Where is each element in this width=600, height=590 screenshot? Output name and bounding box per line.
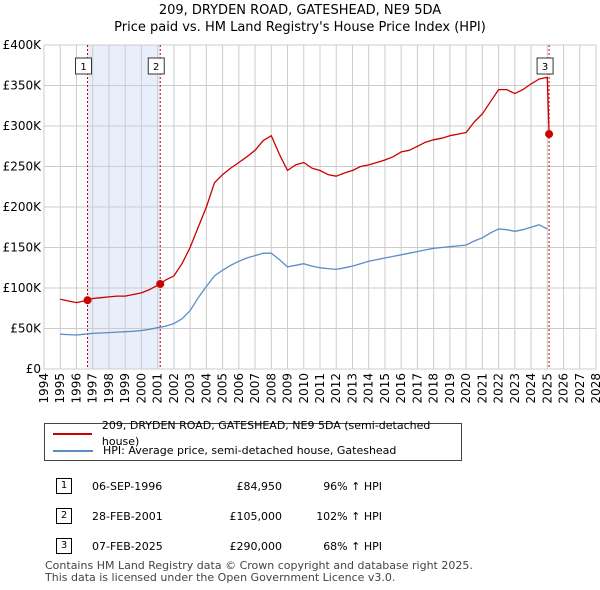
x-tick-label: 2013 xyxy=(345,373,359,404)
sale-price: £290,000 xyxy=(229,539,283,553)
sale-point xyxy=(83,296,92,305)
sale-point xyxy=(156,279,165,288)
footer-line-2: This data is licensed under the Open Gov… xyxy=(45,571,396,584)
sale-date: 28-FEB-2001 xyxy=(92,509,163,523)
x-tick-label: 2025 xyxy=(540,373,554,404)
x-tick-label: 2009 xyxy=(281,373,295,404)
x-tick-label: 2024 xyxy=(524,373,538,404)
y-tick-label: £0 xyxy=(26,362,41,376)
legend: 209, DRYDEN ROAD, GATESHEAD, NE9 5DA (se… xyxy=(44,419,462,461)
x-tick-label: 1996 xyxy=(69,373,83,404)
x-tick-label: 2001 xyxy=(151,373,165,404)
sale-number-box: 3 xyxy=(56,538,72,554)
x-tick-label: 2018 xyxy=(427,373,441,404)
x-tick-label: 2006 xyxy=(232,373,246,404)
x-tick-label: 2010 xyxy=(297,373,311,404)
title-line-2: Price paid vs. HM Land Registry's House … xyxy=(114,20,486,35)
sale-label-box xyxy=(75,57,93,75)
sale-label-box xyxy=(536,57,554,75)
y-tick-label: £50K xyxy=(10,322,42,336)
legend-swatch-property xyxy=(53,433,92,435)
title-line-1: 209, DRYDEN ROAD, GATESHEAD, NE9 5DA xyxy=(158,3,442,18)
x-tick-label: 2023 xyxy=(508,373,522,404)
x-tick-label: 2017 xyxy=(410,373,424,404)
sale-date: 07-FEB-2025 xyxy=(92,539,163,553)
x-tick-label: 2011 xyxy=(313,373,327,404)
x-tick-label: 2026 xyxy=(557,373,571,404)
sale-point xyxy=(545,130,554,139)
chart-title: 209, DRYDEN ROAD, GATESHEAD, NE9 5DA Pri… xyxy=(0,2,600,36)
x-tick-label: 2020 xyxy=(459,373,473,404)
sale-hpi-relation: 68% ↑ HPI xyxy=(323,539,382,553)
legend-item-hpi: HPI: Average price, semi-detached house,… xyxy=(53,443,396,459)
sale-date: 06-SEP-1996 xyxy=(92,479,163,493)
y-tick-label: £100K xyxy=(3,281,43,295)
x-tick-label: 2002 xyxy=(167,373,181,404)
footer-notice: Contains HM Land Registry data © Crown c… xyxy=(45,560,473,584)
sale-label-box xyxy=(147,57,165,75)
x-tick-label: 2014 xyxy=(362,373,376,404)
y-tick-label: £300K xyxy=(3,119,43,133)
sale-label: 1 xyxy=(80,62,86,73)
x-tick-label: 2016 xyxy=(394,373,408,404)
x-tick-label: 2007 xyxy=(248,373,262,404)
series-line-property xyxy=(60,76,551,304)
legend-swatch-hpi xyxy=(53,450,93,452)
y-tick-label: £350K xyxy=(3,79,43,93)
x-tick-label: 1997 xyxy=(86,373,100,404)
legend-label-property: 209, DRYDEN ROAD, GATESHEAD, NE9 5DA (se… xyxy=(101,419,431,448)
y-tick-label: £250K xyxy=(3,160,43,174)
x-tick-label: 1994 xyxy=(37,373,51,404)
y-tick-label: £400K xyxy=(3,38,43,52)
x-tick-label: 2012 xyxy=(329,373,343,404)
x-tick-label: 2019 xyxy=(443,373,457,404)
x-tick-label: 2008 xyxy=(264,373,278,404)
sale-label: 3 xyxy=(542,62,548,73)
sale-number-box: 1 xyxy=(56,478,72,494)
x-tick-label: 1995 xyxy=(53,373,67,404)
x-tick-label: 2004 xyxy=(199,373,213,404)
footer-line-1: Contains HM Land Registry data © Crown c… xyxy=(45,559,473,572)
y-tick-label: £200K xyxy=(3,200,43,214)
price-chart: £0 £50K £100K £150K £200K £250K £300K £350K £400… xyxy=(3,38,600,404)
sale-hpi-relation: 102% ↑ HPI xyxy=(316,509,382,523)
x-tick-label: 2005 xyxy=(216,373,230,404)
x-tick-label: 2028 xyxy=(589,373,600,404)
sale-label: 2 xyxy=(153,62,159,73)
x-tick-label: 2015 xyxy=(378,373,392,404)
sale-price: £84,950 xyxy=(236,479,283,493)
sales-table: 1 06-SEP-1996 £84,950 96% ↑ HPI 2 28-FEB… xyxy=(36,471,382,561)
x-tick-label: 2000 xyxy=(134,373,148,404)
sale-number-box: 2 xyxy=(56,508,72,524)
legend-item-property: 209, DRYDEN ROAD, GATESHEAD, NE9 5DA (se… xyxy=(53,419,461,448)
x-tick-label: 2021 xyxy=(475,373,489,404)
plot-area xyxy=(43,44,597,370)
x-tick-label: 2003 xyxy=(183,373,197,404)
table-row: 1 06-SEP-1996 £84,950 96% ↑ HPI xyxy=(36,471,382,501)
legend-label-hpi: HPI: Average price, semi-detached house,… xyxy=(103,444,397,457)
x-tick-label: 2022 xyxy=(492,373,506,404)
series-line-hpi xyxy=(60,224,548,336)
sale-price: £105,000 xyxy=(229,509,283,523)
table-row: 3 07-FEB-2025 £290,000 68% ↑ HPI xyxy=(36,531,382,561)
x-tick-label: 1998 xyxy=(102,373,116,404)
sale-hpi-relation: 96% ↑ HPI xyxy=(323,479,382,493)
x-tick-label: 1999 xyxy=(118,373,132,404)
table-row: 2 28-FEB-2001 £105,000 102% ↑ HPI xyxy=(36,501,382,531)
y-tick-label: £150K xyxy=(3,241,43,255)
x-tick-label: 2027 xyxy=(573,373,587,404)
